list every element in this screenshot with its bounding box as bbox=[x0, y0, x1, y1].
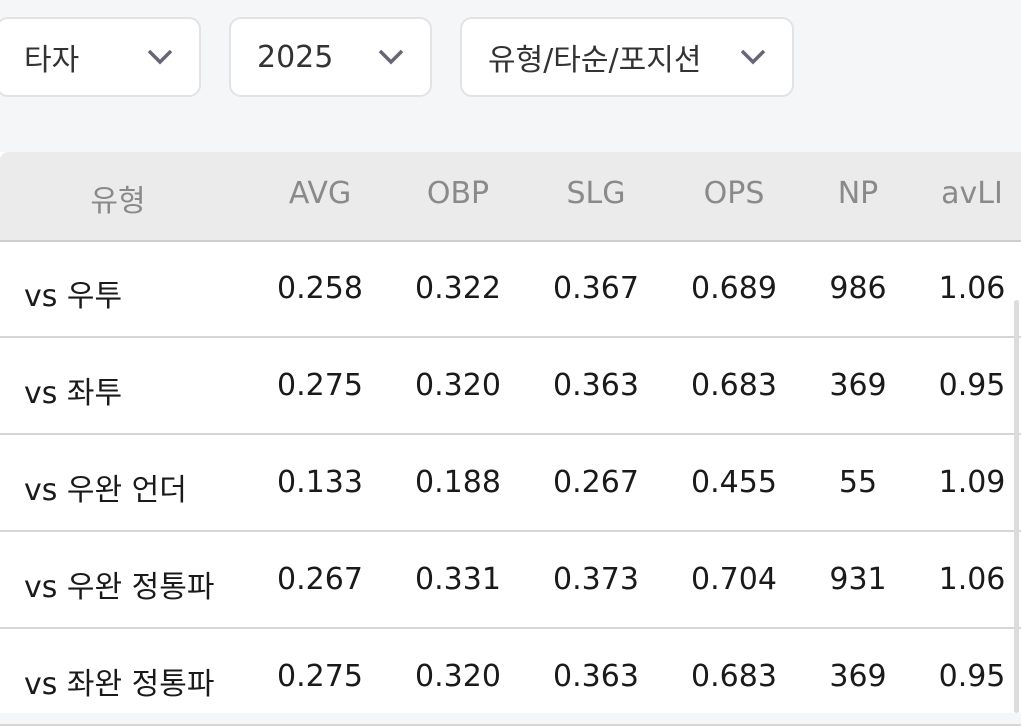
table-header: 유형 AVG OBP SLG OPS NP avLI bbox=[0, 152, 1021, 242]
stat-cell: 0.133 bbox=[277, 465, 363, 500]
table-row: vs 좌완 정통파 0.275 0.320 0.363 0.683 369 0.95 bbox=[0, 629, 1021, 726]
table-row: vs 좌투 0.275 0.320 0.363 0.683 369 0.95 bbox=[0, 338, 1021, 435]
stat-cell: 0.683 bbox=[691, 368, 777, 403]
stat-cell: 0.363 bbox=[553, 368, 639, 403]
header-cell: avLI bbox=[941, 176, 1003, 211]
header-cell: 유형 bbox=[90, 184, 146, 219]
row-label: vs 우투 bbox=[24, 279, 123, 314]
stat-cell: 1.06 bbox=[938, 562, 1006, 597]
stat-cell: 369 bbox=[829, 368, 887, 403]
stats-table: 유형 AVG OBP SLG OPS NP avLI vs 우투 0.258 0.322 0.36… bbox=[0, 152, 1021, 726]
stat-cell: 0.683 bbox=[691, 659, 777, 694]
table-row: vs 우투 0.258 0.322 0.367 0.689 986 1.06 bbox=[0, 241, 1021, 338]
dropdown-label: 유형/타순/포지션 bbox=[488, 43, 702, 78]
stat-cell: 0.267 bbox=[277, 562, 363, 597]
stat-cell: 55 bbox=[838, 465, 878, 500]
stat-cell: 931 bbox=[829, 562, 887, 597]
dropdown[interactable]: 유형/타순/포지션 bbox=[460, 17, 794, 97]
header-cell: SLG bbox=[566, 176, 626, 211]
dropdown-label: 타자 bbox=[24, 43, 80, 78]
chevron-icon bbox=[378, 49, 404, 65]
stat-cell: 1.06 bbox=[938, 271, 1006, 306]
stat-cell: 0.689 bbox=[691, 271, 777, 306]
stat-cell: 0.188 bbox=[415, 465, 501, 500]
stat-cell: 0.455 bbox=[691, 465, 777, 500]
row-label: vs 우완 정통파 bbox=[24, 570, 215, 605]
row-label: vs 좌투 bbox=[24, 376, 123, 411]
row-label: vs 우완 언더 bbox=[24, 473, 187, 508]
stat-cell: 0.373 bbox=[553, 562, 639, 597]
dropdown[interactable]: 2025 bbox=[229, 17, 432, 97]
chevron-icon bbox=[147, 49, 173, 65]
stat-cell: 369 bbox=[829, 659, 887, 694]
stat-cell: 0.275 bbox=[277, 659, 363, 694]
header-cell: AVG bbox=[288, 176, 352, 211]
stat-cell: 0.275 bbox=[277, 368, 363, 403]
stat-cell: 0.95 bbox=[938, 659, 1006, 694]
stat-cell: 0.320 bbox=[415, 368, 501, 403]
stat-cell: 0.267 bbox=[553, 465, 639, 500]
header-cell: OPS bbox=[703, 176, 765, 211]
table-row: vs 우완 언더 0.133 0.188 0.267 0.455 55 1.09 bbox=[0, 435, 1021, 532]
header-cell: NP bbox=[837, 176, 879, 211]
stat-cell: 0.704 bbox=[691, 562, 777, 597]
stat-cell: 986 bbox=[829, 271, 887, 306]
stat-cell: 1.09 bbox=[938, 465, 1006, 500]
row-label: vs 좌완 정통파 bbox=[24, 667, 215, 702]
stat-cell: 0.258 bbox=[277, 271, 363, 306]
stat-cell: 0.95 bbox=[938, 368, 1006, 403]
stat-cell: 0.322 bbox=[415, 271, 501, 306]
table-row: vs 우완 정통파 0.267 0.331 0.373 0.704 931 1.06 bbox=[0, 532, 1021, 629]
chevron-icon bbox=[740, 49, 766, 65]
stat-cell: 0.320 bbox=[415, 659, 501, 694]
stat-cell: 0.363 bbox=[553, 659, 639, 694]
scrollbar bbox=[1014, 300, 1019, 713]
stat-cell: 0.331 bbox=[415, 562, 501, 597]
header-cell: OBP bbox=[426, 176, 490, 211]
stat-cell: 0.367 bbox=[553, 271, 639, 306]
dropdown[interactable]: 타자 bbox=[0, 17, 201, 97]
dropdown-label: 2025 bbox=[257, 39, 334, 75]
